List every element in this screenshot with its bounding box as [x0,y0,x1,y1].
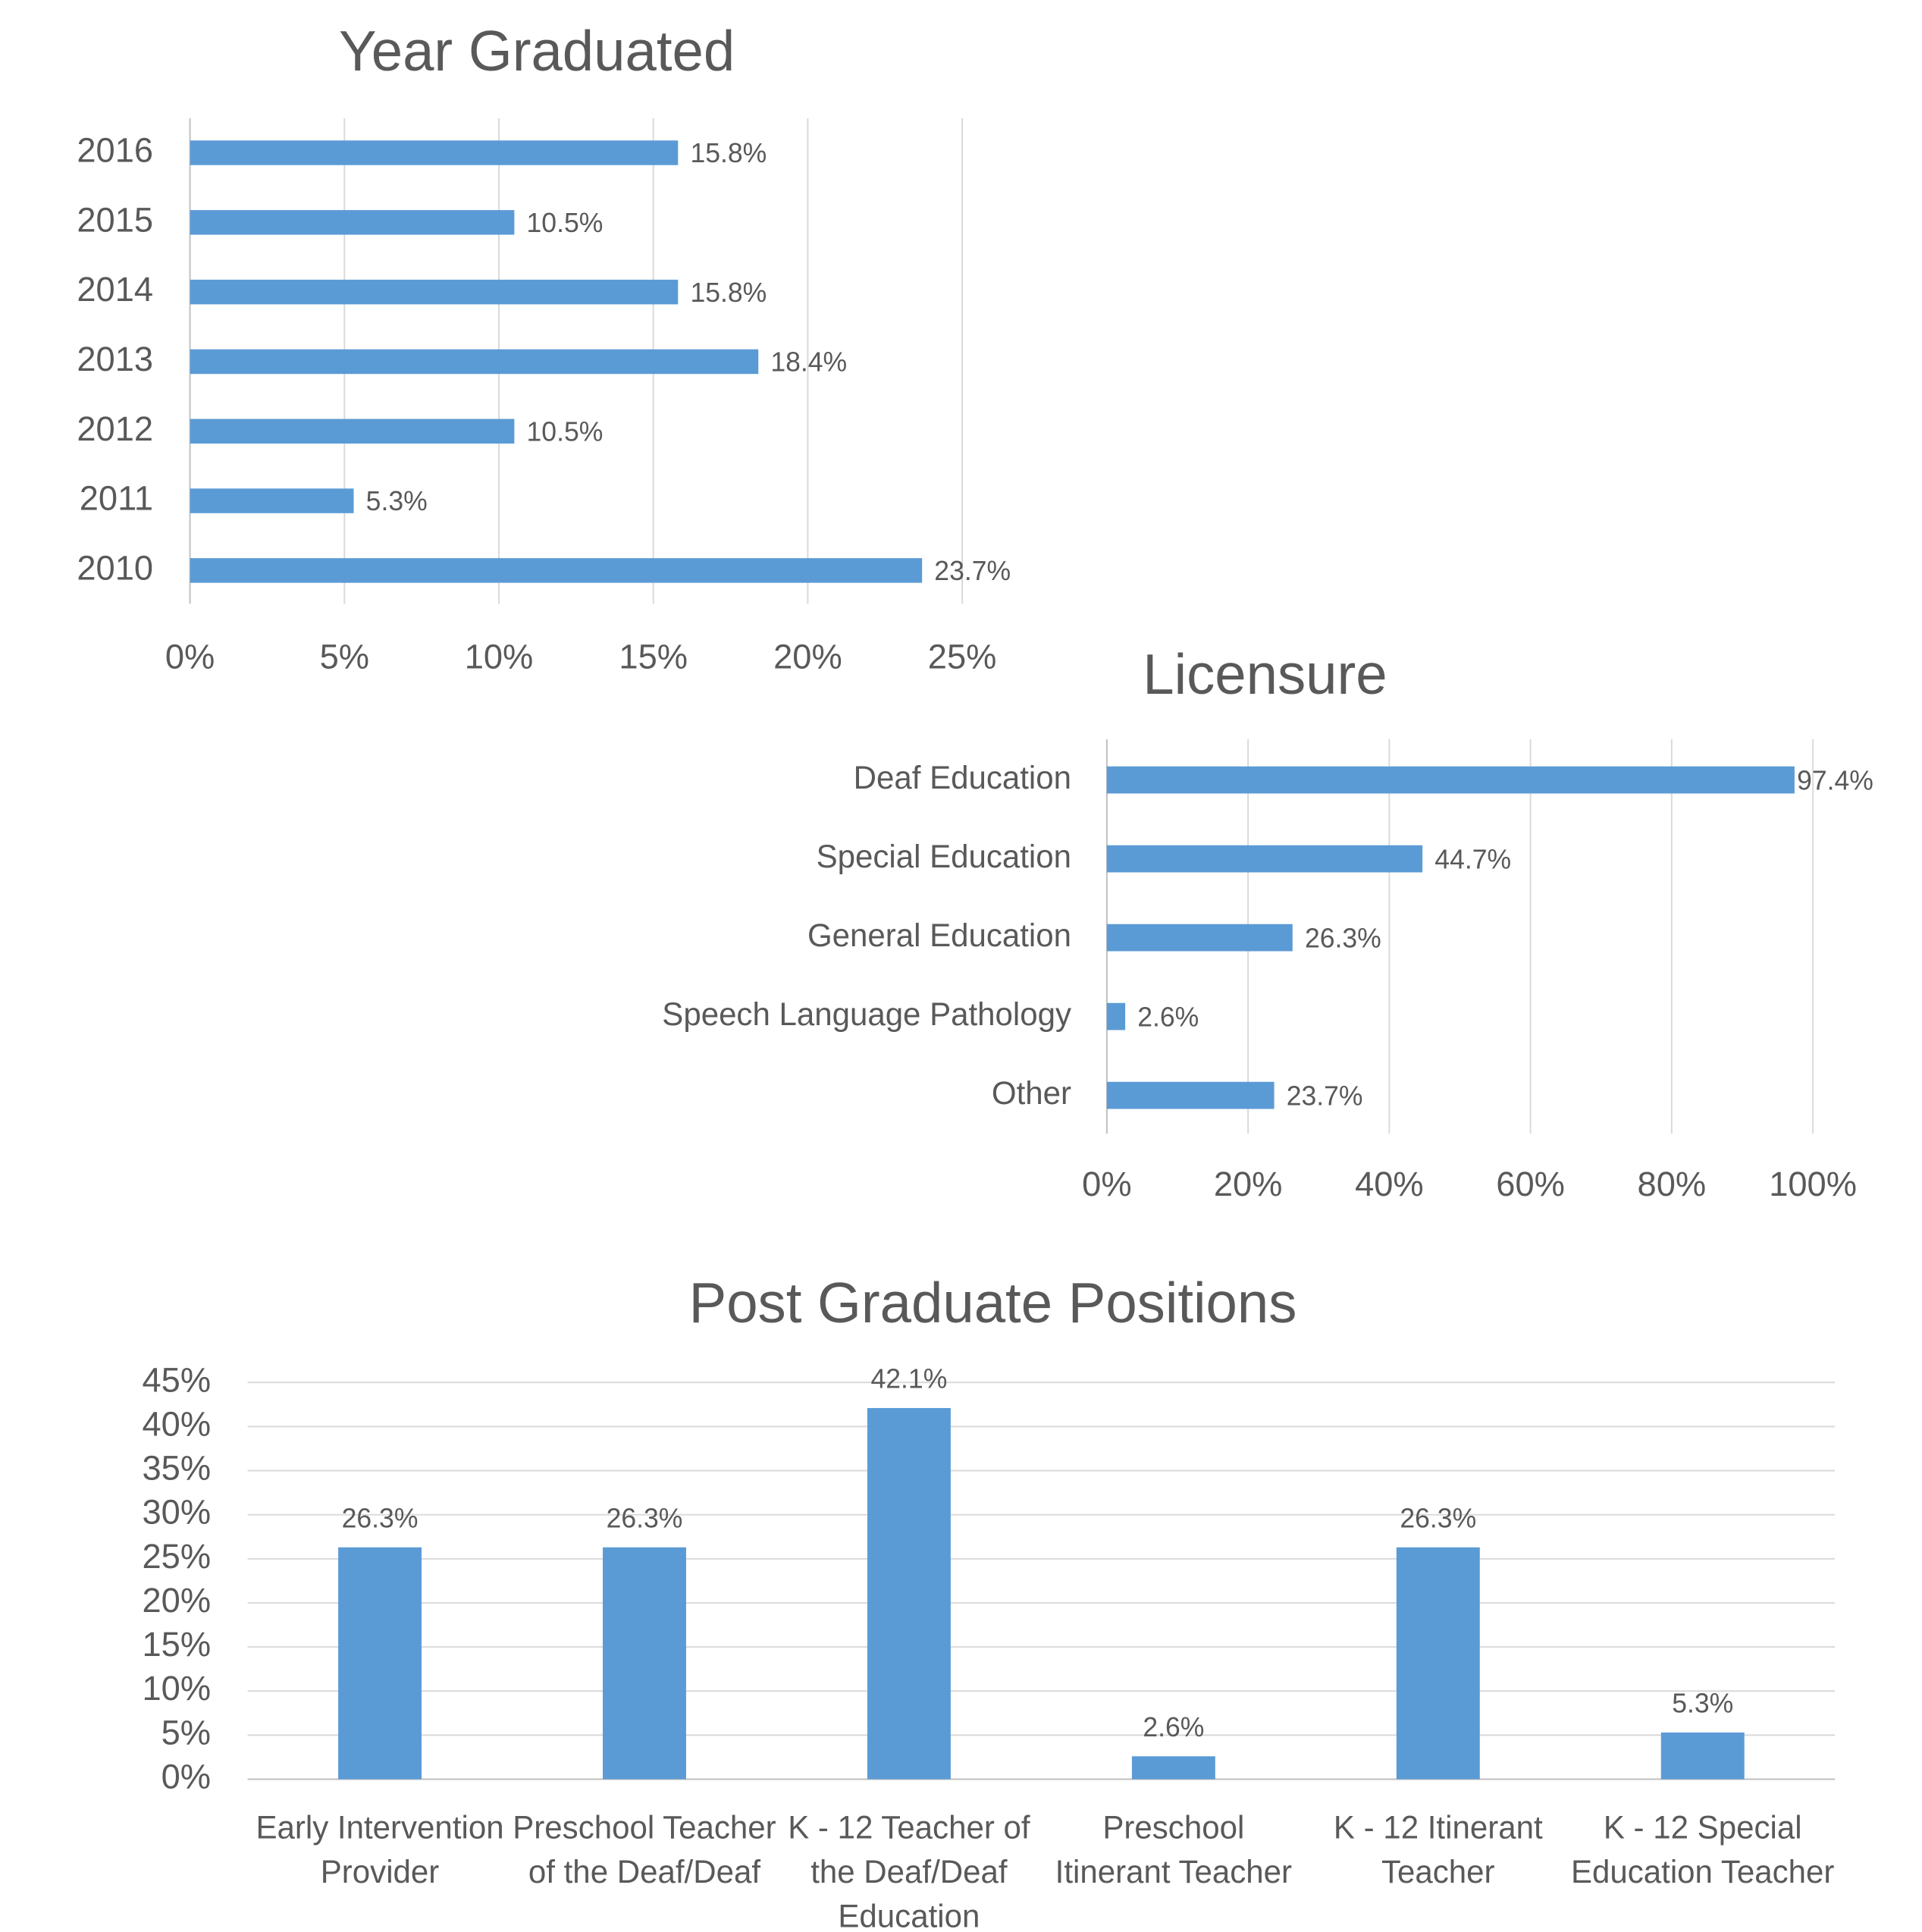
bar [190,558,923,583]
data-label: 2.6% [1143,1712,1204,1742]
data-label: 97.4% [1797,765,1873,795]
data-label: 26.3% [342,1503,419,1533]
y-tick-label: 15% [142,1625,211,1664]
y-tick-label: General Education [807,917,1071,953]
bar [1660,1732,1745,1780]
bar [603,1547,686,1780]
data-label: 2.6% [1137,1002,1199,1032]
bar [867,1407,951,1780]
x-tick-label: K - 12 Teacher of the Deaf/Deaf Educatio… [788,1808,1030,1932]
y-tick-label: 40% [142,1404,211,1443]
x-tick-label: 0% [165,637,215,676]
chart-title: Year Graduated [339,20,735,83]
bar [1106,1081,1275,1109]
bar [190,419,515,444]
data-label: 26.3% [1305,923,1381,953]
data-label: 15.8% [690,278,767,308]
data-label: 42.1% [871,1364,948,1394]
data-label: 15.8% [690,138,767,168]
x-tick-label: 60% [1496,1165,1565,1203]
bar [1106,766,1795,794]
data-label: 26.3% [607,1503,683,1533]
bar [190,279,679,305]
y-tick-label: 35% [142,1448,211,1487]
y-tick-label: Special Education [817,839,1071,874]
y-tick-label: 30% [142,1493,211,1532]
data-label: 23.7% [1287,1080,1363,1111]
bar [190,488,354,513]
x-tick-label: 15% [619,637,688,676]
x-tick-label: Preschool Itinerant Teacher [1055,1808,1293,1890]
y-tick-label: 25% [142,1537,211,1576]
y-tick-label: 10% [142,1669,211,1708]
y-tick-label: Other [992,1075,1071,1111]
x-tick-label: 20% [773,637,842,676]
x-tick-label: 0% [1082,1165,1131,1203]
x-tick-label: Preschool Teacher of the Deaf/Deaf [513,1808,776,1890]
y-tick-label: 20% [142,1581,211,1620]
bar [338,1547,422,1780]
y-tick-label: 5% [161,1713,211,1752]
data-label: 10.5% [527,208,604,238]
bar [190,349,759,375]
x-tick-label: 10% [465,637,534,676]
data-label: 5.3% [1672,1688,1733,1718]
y-tick-label: 2015 [77,200,153,239]
x-tick-label: K - 12 Itinerant Teacher [1333,1808,1543,1890]
bar [1106,924,1293,952]
data-label: 10.5% [527,416,604,447]
y-tick-label: 2016 [77,130,153,169]
y-tick-label: 2012 [77,409,153,448]
y-tick-label: Deaf Education [854,760,1071,795]
x-tick-label: 40% [1355,1165,1424,1203]
bar [1106,845,1423,873]
bar [190,140,679,165]
x-tick-label: 80% [1638,1165,1707,1203]
x-tick-label: Early Intervention Provider [256,1808,504,1890]
y-tick-label: 2013 [77,340,153,378]
bar [1131,1756,1215,1780]
x-tick-label: K - 12 Special Education Teacher [1570,1808,1835,1890]
data-label: 5.3% [366,486,428,516]
data-label: 18.4% [770,347,847,378]
x-tick-label: 25% [928,637,997,676]
chart-title: Licensure [1143,643,1387,706]
chart-title: Post Graduate Positions [689,1272,1297,1335]
y-tick-label: 0% [161,1757,211,1796]
bar [1106,1002,1126,1030]
x-tick-label: 20% [1214,1165,1283,1203]
bar [190,210,515,235]
x-tick-label: 100% [1769,1165,1857,1203]
y-tick-label: 2010 [77,548,153,587]
y-tick-label: 2011 [80,478,153,517]
data-label: 44.7% [1434,844,1511,874]
x-tick-label: 5% [320,637,369,676]
y-tick-label: 2014 [77,270,153,309]
data-label: 23.7% [934,556,1011,586]
y-tick-label: Speech Language Pathology [662,996,1071,1032]
y-tick-label: 45% [142,1360,211,1399]
bar [1396,1547,1480,1780]
data-label: 26.3% [1400,1503,1476,1533]
